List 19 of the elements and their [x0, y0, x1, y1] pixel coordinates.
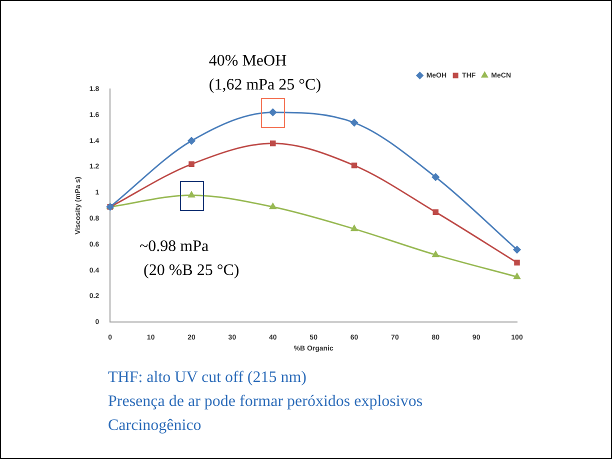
point: [514, 260, 520, 266]
point: [350, 118, 358, 126]
point: [513, 246, 521, 254]
point: [188, 137, 196, 145]
point: [514, 273, 520, 280]
text: Carcinogênico: [108, 417, 202, 434]
annotation: ~0.98 mPa (20 %B 25 °C): [140, 238, 240, 280]
point: [350, 225, 358, 232]
point: [188, 161, 194, 168]
annotation: 40% MeOH (1,62 mPa 25 °C): [208, 52, 322, 94]
point: [270, 203, 276, 210]
point: [351, 162, 358, 168]
point: [432, 209, 438, 215]
point: [432, 251, 439, 258]
point: [188, 191, 195, 198]
text: THF: alto UV cut off (215 nm): [108, 369, 306, 386]
point: [270, 140, 276, 146]
point: [432, 173, 440, 181]
text: Presença de ar pode formar peróxidos explosivos: [108, 393, 423, 410]
